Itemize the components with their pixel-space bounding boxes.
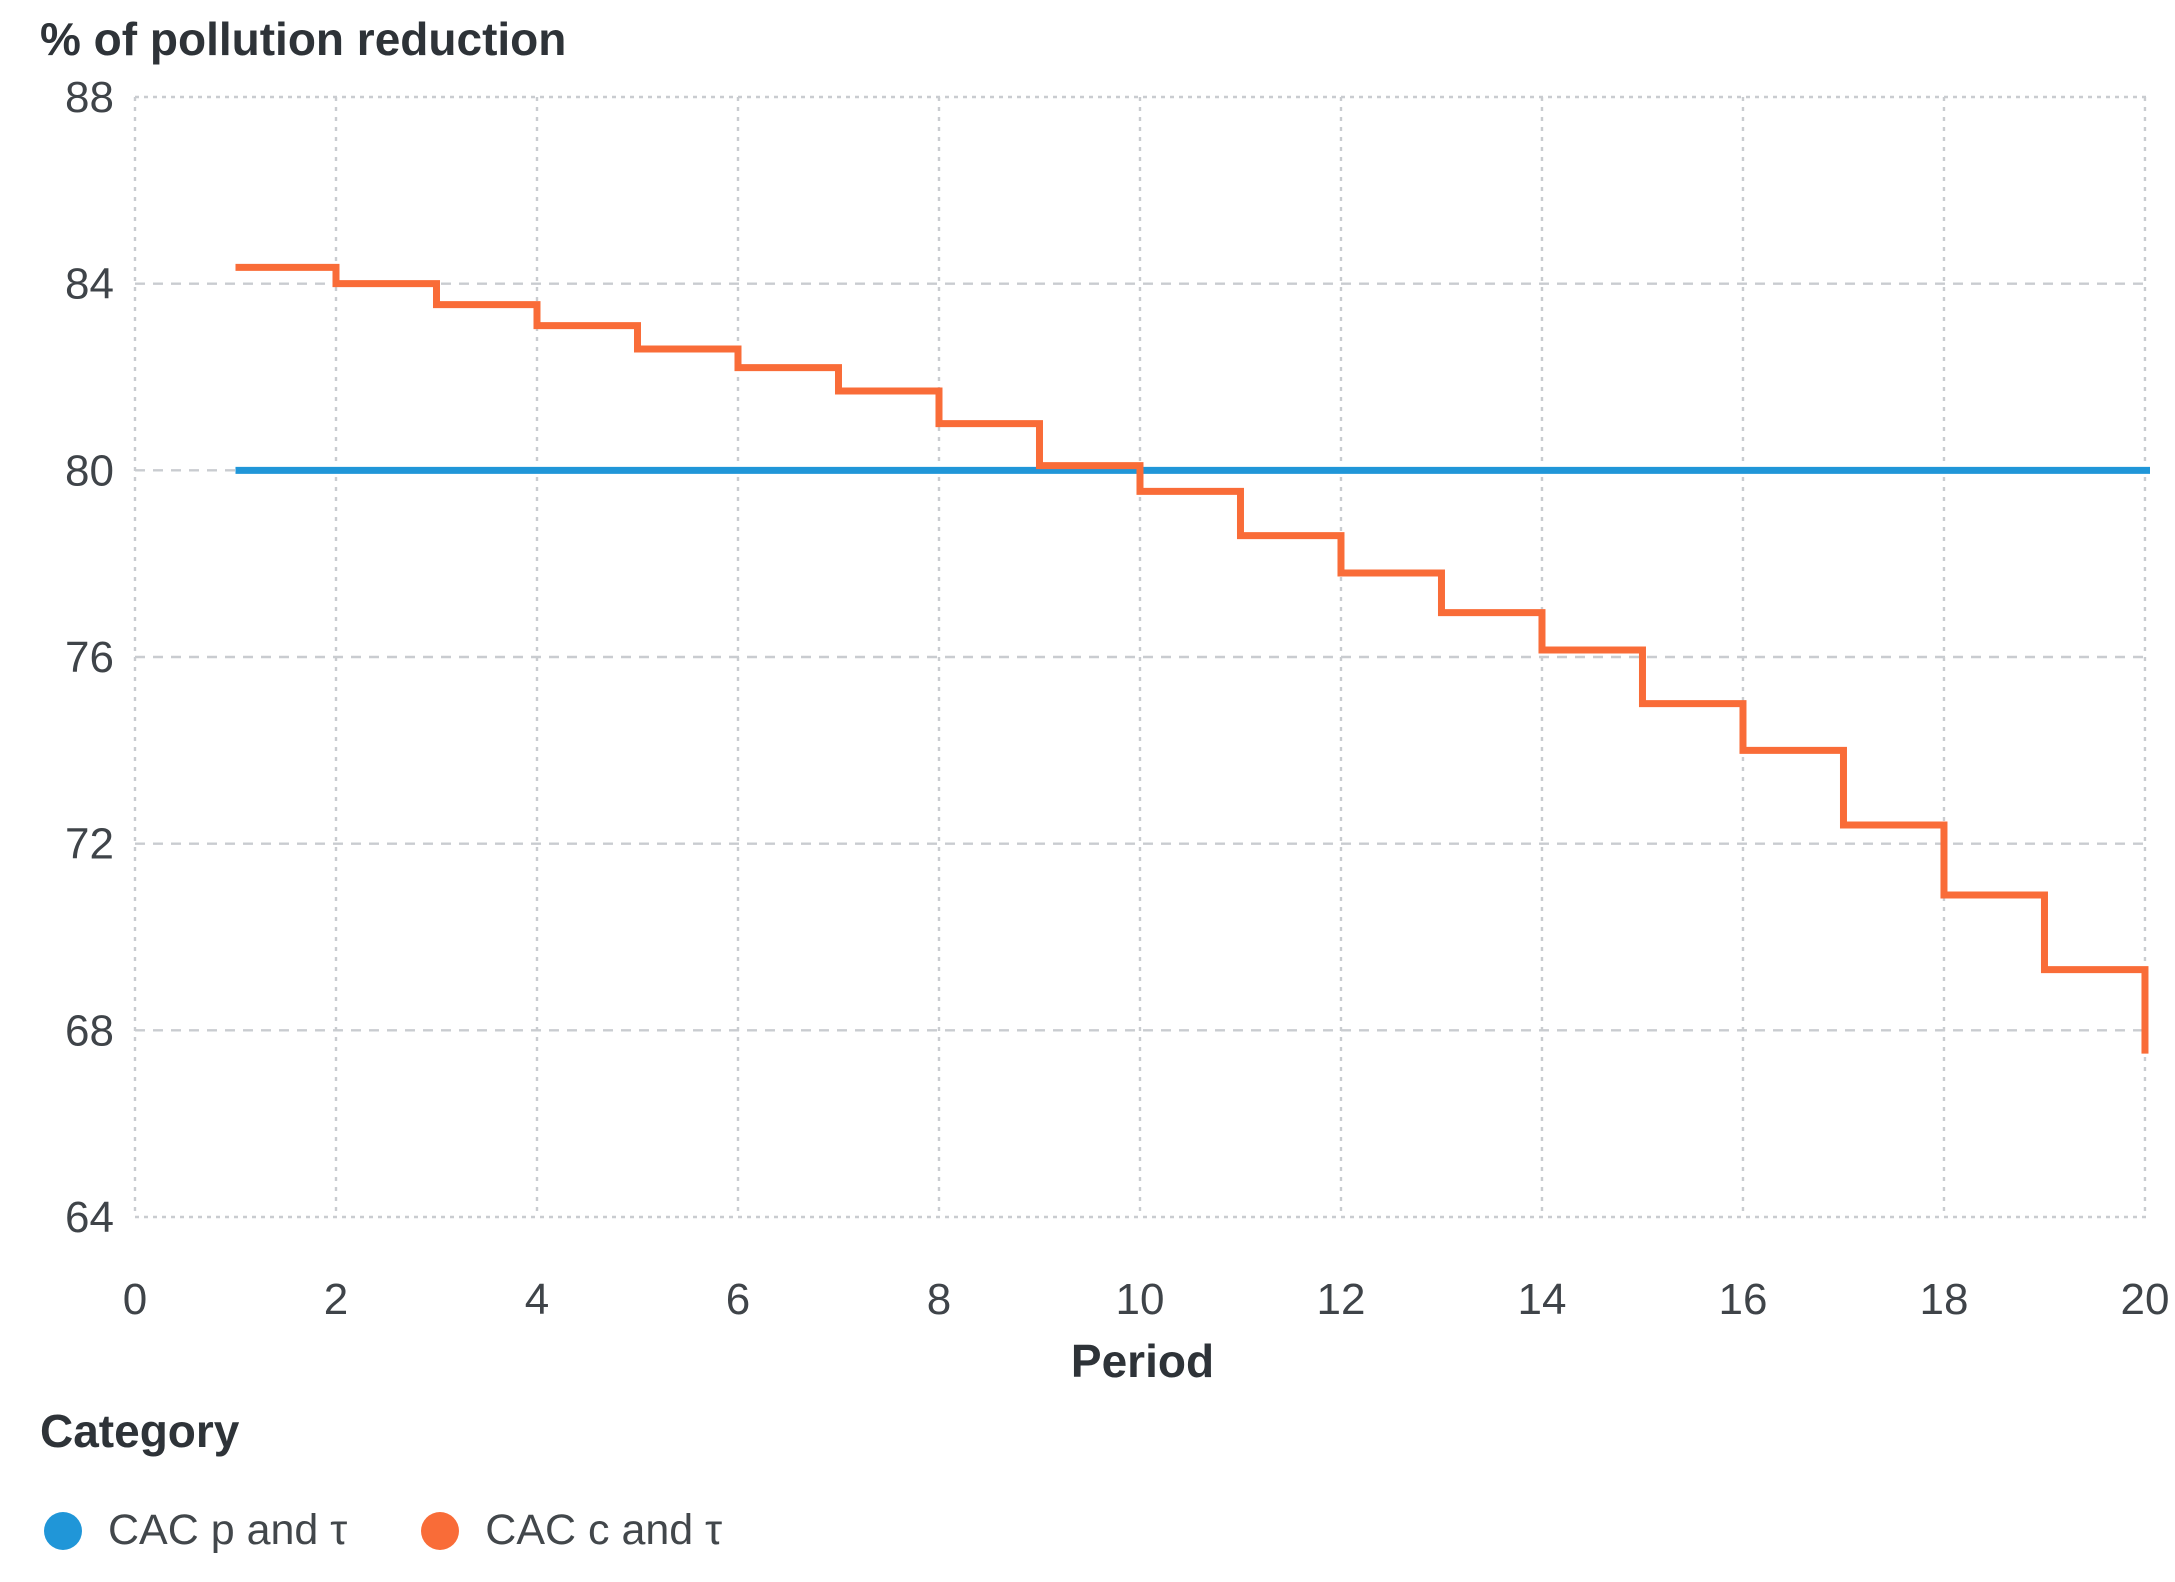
x-tick-label: 12 <box>1317 1275 1366 1324</box>
legend-marker-orange-icon <box>421 1511 460 1550</box>
y-tick-label: 72 <box>65 820 114 869</box>
legend-item-cac-p[interactable]: CAC p and τ <box>44 1506 347 1555</box>
x-axis-title: Period <box>1070 1335 1215 1387</box>
x-tick-label: 18 <box>1920 1275 1969 1324</box>
x-tick-label: 10 <box>1116 1275 1165 1324</box>
y-tick-label: 84 <box>65 260 114 309</box>
y-tick-label: 76 <box>65 633 114 682</box>
x-tick-label: 14 <box>1518 1275 1567 1324</box>
series-step-1 <box>235 263 2149 1054</box>
legend-marker-blue-icon <box>44 1511 82 1550</box>
x-tick-label: 2 <box>324 1275 348 1324</box>
y-axis-title: % of pollution reduction <box>40 13 567 65</box>
x-tick-label: 6 <box>726 1275 750 1324</box>
legend-label: CAC p and τ <box>108 1506 348 1554</box>
legend-title: Category <box>40 1405 240 1457</box>
x-tick-label: 16 <box>1719 1275 1768 1324</box>
y-tick-label: 88 <box>65 73 114 122</box>
x-tick-label: 20 <box>2120 1275 2169 1324</box>
x-tick-label: 8 <box>927 1275 951 1324</box>
legend-label: CAC c and τ <box>485 1506 723 1554</box>
y-tick-label: 68 <box>65 1006 114 1055</box>
legend: CAC p and τ CAC c and τ <box>44 1506 796 1555</box>
legend-item-cac-c[interactable]: CAC c and τ <box>421 1506 722 1555</box>
y-tick-label: 80 <box>65 446 114 495</box>
x-tick-label: 4 <box>525 1275 549 1324</box>
y-tick-label: 64 <box>65 1193 114 1242</box>
x-tick-label: 0 <box>123 1275 147 1324</box>
